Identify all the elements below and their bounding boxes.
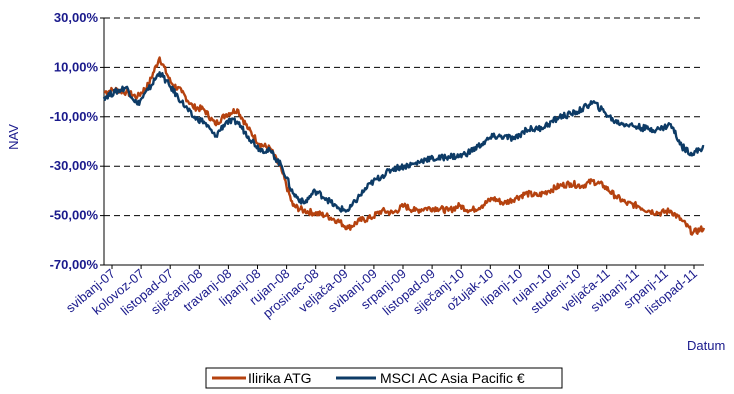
x-axis-title: Datum (687, 338, 725, 353)
axes (103, 18, 704, 266)
gridlines (100, 17, 704, 266)
x-tick-labels: svibanj-07kolovoz-07listopad-07siječanj-… (63, 265, 700, 321)
y-tick-label: -50,00% (50, 208, 99, 223)
legend-box (205, 367, 563, 389)
series-line-msci-ac-asia-pacific (102, 71, 705, 213)
legend-label: MSCI AC Asia Pacific € (380, 370, 525, 386)
legend-label: Ilirika ATG (248, 370, 312, 386)
y-tick-label: 30,00% (54, 10, 99, 25)
y-tick-labels: 30,00% 10,00% -10,00% -30,00% -50,00% -70,00% (50, 10, 99, 272)
y-axis-title: NAV (6, 124, 21, 150)
series-line-ilirika-atg (103, 56, 706, 236)
y-tick-label: -30,00% (50, 158, 99, 173)
series-lines (102, 56, 706, 236)
y-tick-label: 10,00% (54, 59, 99, 74)
y-tick-label: -10,00% (50, 109, 99, 124)
legend: Ilirika ATG MSCI AC Asia Pacific € (205, 367, 563, 389)
y-tick-label: -70,00% (50, 257, 99, 272)
